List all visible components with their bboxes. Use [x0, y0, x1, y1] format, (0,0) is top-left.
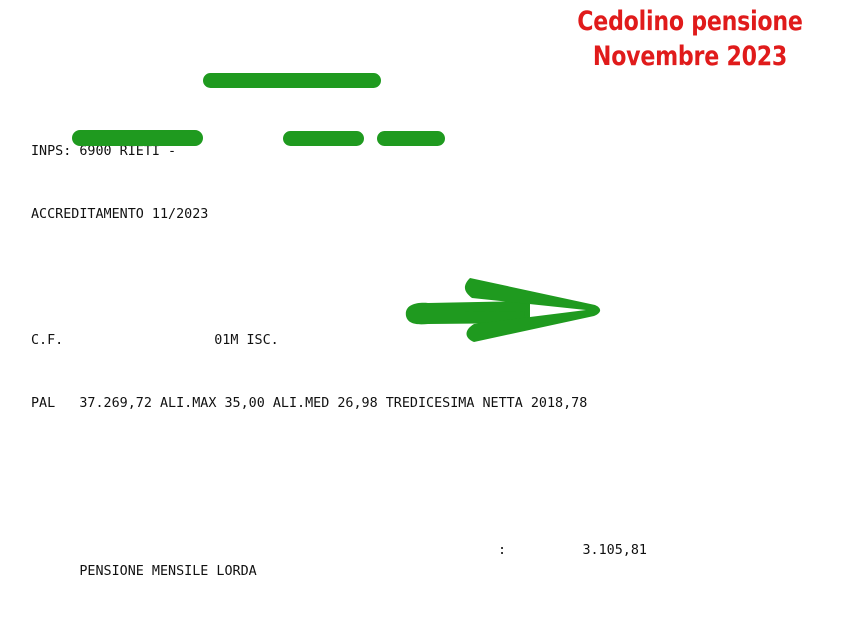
pal-line: PAL 37.269,72 ALI.MAX 35,00 ALI.MED 26,9…: [31, 396, 588, 411]
cf-label: C.F.: [31, 333, 64, 348]
row-accreditamento: ACCREDITAMENTO 11/2023: [31, 204, 831, 225]
row-codice-fiscale: C.F. 01M ISC.: [31, 330, 831, 351]
annotation-title-line-2: Novembre 2023: [592, 41, 788, 72]
annotation-title-line-1: Cedolino pensione: [577, 6, 803, 37]
row-pal: PAL 37.269,72 ALI.MAX 35,00 ALI.MED 26,9…: [31, 393, 831, 414]
document-body: INPS: 6900 RIETI - ACCREDITAMENTO 11/202…: [31, 78, 831, 630]
annotation-title: Cedolino pensione Novembre 2023: [563, 4, 817, 74]
inps-label: INPS: 6900 RIETI -: [31, 144, 177, 159]
spacer-1: [31, 267, 831, 288]
row-inps: INPS: 6900 RIETI -: [31, 141, 831, 162]
accreditamento-label: ACCREDITAMENTO 11/2023: [31, 207, 209, 222]
cf-visible-part: 01M ISC.: [214, 333, 279, 348]
spacer-2: [31, 456, 831, 477]
gross-label: PENSIONE MENSILE LORDA: [79, 564, 257, 579]
row-pensione-mensile-lorda: PENSIONE MENSILE LORDA : 3.105,81: [31, 540, 831, 579]
gross-amount: 3.105,81: [582, 543, 648, 558]
gross-separator: :: [498, 543, 507, 558]
spacer-3: [31, 603, 831, 624]
